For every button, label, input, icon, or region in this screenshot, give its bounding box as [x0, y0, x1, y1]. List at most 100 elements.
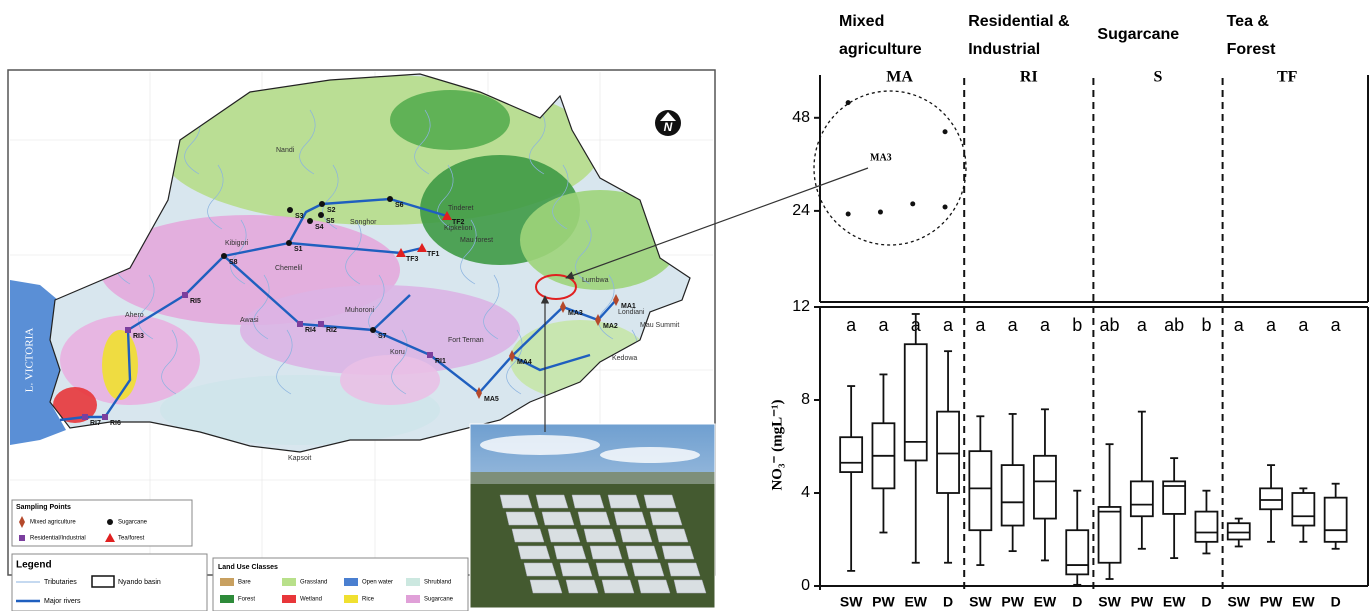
greenhouse [656, 529, 688, 542]
box [1195, 512, 1217, 542]
outlier [878, 210, 883, 215]
place-label: Nandi [276, 147, 295, 154]
x-tick-label: D [1201, 594, 1211, 610]
place-label: Ahero [125, 312, 144, 319]
y-tick-label: 24 [792, 202, 810, 219]
x-tick-label: EW [1163, 594, 1186, 610]
land-use-swatch [220, 595, 234, 603]
site-label: TF3 [406, 256, 419, 263]
legend-label: Sugarcane [118, 520, 148, 526]
site-label: RI3 [133, 333, 144, 340]
box [969, 451, 991, 530]
land-use-swatch [344, 595, 358, 603]
y-tick-label: 0 [801, 577, 810, 594]
legend-label: Shrubland [424, 580, 451, 586]
north-label: N [664, 120, 673, 134]
land-use-swatch [220, 578, 234, 586]
place-label: Kipkelion [444, 225, 473, 232]
land-use-swatch [282, 595, 296, 603]
greenhouse [578, 512, 610, 525]
greenhouse [662, 546, 694, 559]
box [1131, 481, 1153, 516]
site-label: S1 [294, 246, 303, 253]
greenhouse [512, 529, 544, 542]
greenhouse [584, 529, 616, 542]
x-tick-label: D [1331, 594, 1341, 610]
greenhouse [500, 495, 532, 508]
greenhouse [548, 529, 580, 542]
y-tick-label: 8 [801, 391, 810, 408]
land-patch [102, 330, 138, 400]
group-code: MA [886, 69, 913, 86]
x-tick-label: SW [969, 594, 992, 610]
figure: NandiSonghorTinderetKipkelionMau forestK… [0, 0, 1372, 611]
greenhouse [542, 512, 574, 525]
site-label: RI4 [305, 327, 316, 334]
site-label: RI6 [110, 420, 121, 427]
photo-hills [470, 472, 715, 484]
greenhouse [566, 580, 598, 593]
box [905, 344, 927, 460]
x-tick-label: EW [1292, 594, 1315, 610]
significance-letter: a [1234, 315, 1245, 335]
greenhouse [524, 563, 556, 576]
box [840, 437, 862, 472]
site-marker [318, 212, 324, 218]
greenhouse [644, 495, 676, 508]
place-label: Songhor [350, 219, 377, 226]
group-title: Tea & [1227, 13, 1270, 30]
y-tick-label: 48 [792, 109, 810, 126]
significance-letter: a [878, 315, 889, 335]
site-label: S8 [229, 259, 238, 266]
legend-label: Sugarcane [424, 597, 454, 603]
place-label: Lumbwa [582, 277, 609, 284]
legend-label: Residential/Industrial [30, 536, 86, 542]
place-label: Mau forest [460, 237, 493, 244]
greenhouse [632, 563, 664, 576]
greenhouse [608, 495, 640, 508]
site-marker [221, 253, 227, 259]
outlier [910, 201, 915, 206]
site-label: RI7 [90, 420, 101, 427]
site-marker [387, 196, 393, 202]
land-use-swatch [406, 578, 420, 586]
legend-title: Land Use Classes [218, 564, 278, 571]
y-tick-label: 4 [801, 484, 810, 501]
greenhouse [638, 580, 670, 593]
land-patch [340, 355, 440, 405]
box [937, 412, 959, 493]
site-marker [287, 207, 293, 213]
site-label: S4 [315, 224, 324, 231]
site-marker [125, 327, 131, 333]
significance-letter: a [846, 315, 857, 335]
greenhouse [506, 512, 538, 525]
site-marker [102, 414, 108, 420]
site-label: MA1 [621, 303, 636, 310]
box [1325, 498, 1347, 542]
site-marker [182, 292, 188, 298]
significance-letter: ab [1100, 315, 1120, 335]
legend-title: Legend [16, 560, 52, 571]
box [1066, 530, 1088, 574]
site-label: MA3 [568, 310, 583, 317]
significance-letter: a [1008, 315, 1019, 335]
land-patch [390, 90, 510, 150]
place-label: Kedowa [612, 355, 637, 362]
annotation: MA3 [870, 152, 892, 163]
box [1228, 523, 1250, 539]
page: { "map": { "places": ["Nandi", "Songhor"… [0, 0, 1372, 611]
significance-letter: a [975, 315, 986, 335]
site-marker [319, 201, 325, 207]
photo [470, 424, 715, 608]
place-label: Londiani [618, 309, 645, 316]
greenhouse [536, 495, 568, 508]
site-label: RI5 [190, 298, 201, 305]
x-tick-label: D [943, 594, 953, 610]
site-marker [427, 352, 433, 358]
significance-letter: a [943, 315, 954, 335]
site-marker [286, 240, 292, 246]
legend-label: Grassland [300, 580, 327, 586]
greenhouse [560, 563, 592, 576]
legend-label: Major rivers [44, 598, 81, 605]
y-tick-label: 12 [792, 298, 810, 315]
